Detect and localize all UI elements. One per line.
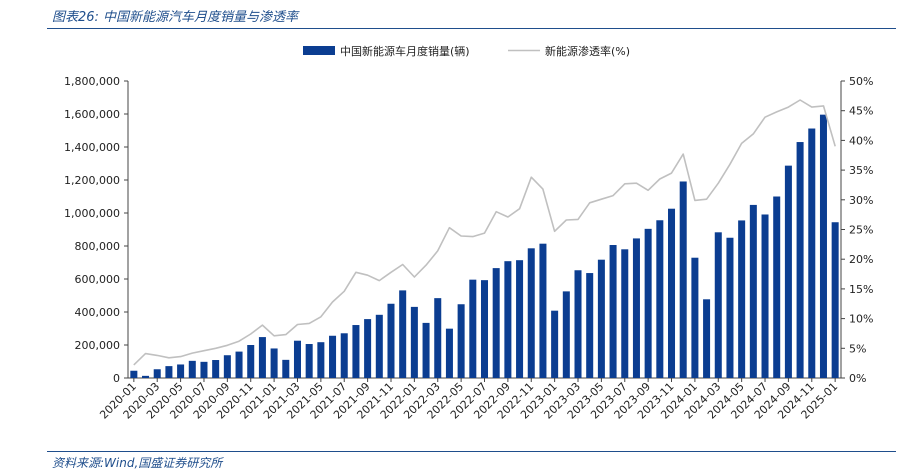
sales-bar (445, 328, 453, 378)
left-axis-tick-label: 1,400,000 (64, 141, 120, 154)
sales-bar (819, 114, 827, 378)
right-axis-tick-label: 35% (849, 164, 873, 177)
sales-bar (527, 248, 535, 378)
sales-bar (282, 359, 290, 378)
sales-bar (562, 291, 570, 378)
left-axis-tick-label: 200,000 (75, 339, 121, 352)
right-axis-tick-label: 45% (849, 105, 873, 118)
sales-bar (516, 260, 524, 378)
sales-bar (200, 361, 208, 378)
bar-series (130, 114, 839, 378)
sales-bar (504, 261, 512, 378)
right-axis-tick-label: 50% (849, 75, 873, 88)
chart-legend: 中国新能源车月度销量(辆) 新能源渗透率(%) (303, 44, 630, 58)
sales-bar (749, 204, 757, 378)
right-axis-tick-label: 25% (849, 224, 873, 237)
sales-bar (796, 142, 804, 378)
penetration-rate-line (133, 99, 836, 366)
sales-bar (387, 303, 395, 378)
line-series (133, 99, 836, 366)
sales-bar (188, 360, 196, 378)
sales-bar (177, 364, 185, 378)
sales-bar (621, 249, 629, 378)
sales-bar (808, 128, 816, 378)
sales-bar (738, 220, 746, 378)
sales-bar (258, 337, 266, 378)
sales-bar (212, 360, 220, 378)
sales-bar (726, 237, 734, 378)
sales-bar (235, 351, 243, 378)
sales-bar (223, 355, 231, 378)
sales-bar (399, 290, 407, 378)
sales-bar (317, 342, 325, 378)
sales-bar (492, 268, 500, 378)
sales-bar (142, 375, 150, 378)
sales-bar (773, 196, 781, 378)
right-axis-tick-label: 30% (849, 194, 873, 207)
sales-bar (469, 279, 477, 378)
sales-bar (305, 344, 313, 378)
sales-bar (703, 299, 711, 378)
sales-bar (668, 208, 676, 378)
sales-bar (761, 214, 769, 378)
legend-line-label: 新能源渗透率(%) (545, 44, 630, 58)
sales-bar (597, 259, 605, 378)
right-axis-tick-label: 15% (849, 283, 873, 296)
right-axis-tick-label: 40% (849, 134, 873, 147)
left-axis-tick-label: 1,800,000 (64, 75, 120, 88)
left-axis-tick-label: 1,600,000 (64, 108, 120, 121)
sales-bar (165, 366, 173, 378)
left-axis-tick-label: 800,000 (75, 240, 121, 253)
sales-bar (434, 298, 442, 378)
figure-title: 图表26: 中国新能源汽车月度销量与渗透率 (52, 10, 299, 25)
left-axis-tick-label: 1,200,000 (64, 174, 120, 187)
sales-bar (574, 270, 582, 378)
sales-bar (375, 314, 383, 378)
legend-bar-label: 中国新能源车月度销量(辆) (340, 44, 470, 58)
sales-bar (457, 304, 465, 378)
right-axis-tick-label: 10% (849, 313, 873, 326)
sales-bar (679, 181, 687, 378)
sales-bar (364, 319, 372, 378)
left-axis-tick-label: 1,000,000 (64, 207, 120, 220)
sales-bar (691, 257, 699, 378)
bottom-divider (47, 451, 896, 452)
sales-bar (329, 335, 337, 378)
sales-bar (153, 369, 161, 378)
sales-bar (714, 232, 722, 378)
top-divider (47, 28, 896, 29)
sales-bar (551, 310, 559, 378)
sales-bar (352, 325, 360, 378)
sales-bar (480, 280, 489, 378)
right-axis-tick-label: 0% (849, 372, 866, 385)
sales-bar (609, 245, 617, 378)
left-axis-tick-label: 600,000 (75, 273, 121, 286)
sales-bar (130, 370, 138, 378)
sales-bar (656, 220, 664, 378)
sales-bar (422, 322, 430, 378)
sales-bar (340, 333, 348, 378)
sales-bar (293, 340, 301, 378)
sales-bar (784, 165, 792, 378)
left-axis-tick-label: 0 (113, 372, 120, 385)
sales-bar (586, 273, 594, 378)
sales-bar (644, 228, 652, 378)
sales-bar (410, 306, 418, 378)
right-axis-tick-label: 20% (849, 253, 873, 266)
sales-bar (539, 243, 547, 378)
sales-bar (831, 222, 839, 378)
left-axis-tick-label: 400,000 (75, 306, 121, 319)
source-note: 资料来源:Wind,国盛证券研究所 (52, 456, 223, 470)
legend-bar-swatch (303, 46, 335, 55)
sales-bar (270, 348, 278, 378)
sales-bar (247, 345, 255, 378)
sales-bar (632, 238, 640, 378)
right-axis-tick-label: 5% (849, 342, 866, 355)
